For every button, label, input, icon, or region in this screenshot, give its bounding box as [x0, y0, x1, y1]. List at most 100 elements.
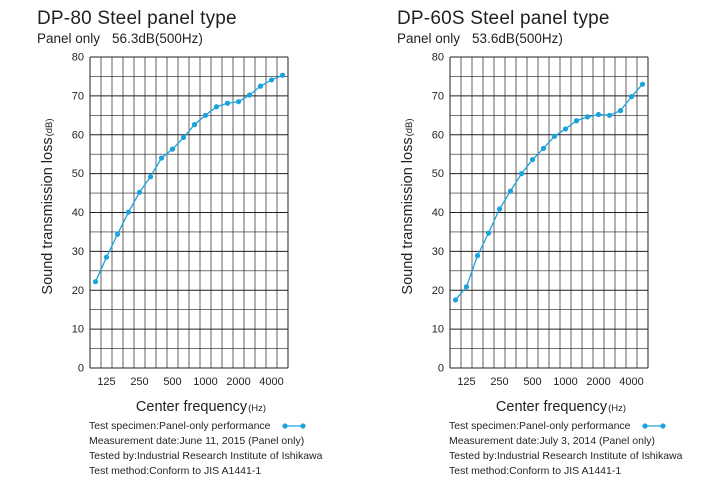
chart-subtitle: Panel only 56.3dB(500Hz): [37, 31, 203, 46]
y-tick-label: 50: [432, 168, 444, 180]
data-point: [486, 231, 491, 236]
data-point: [585, 114, 590, 119]
test-info: Test specimen:Panel-only performance Mea…: [89, 419, 322, 479]
data-point: [519, 171, 524, 176]
x-tick-label: 2000: [226, 376, 250, 388]
chart-subtitle: Panel only 53.6dB(500Hz): [397, 31, 563, 46]
data-point: [269, 77, 274, 82]
y-tick-label: 40: [432, 207, 444, 219]
data-point: [629, 94, 634, 99]
line-chart-dp80: 0 10 20 30 40 50 60 70 80 125 250 500 1000 2000 4000 Ce…: [0, 45, 360, 420]
test-info-tester: Tested by:Industrial Research Institute …: [449, 449, 682, 464]
x-tick-label: 125: [457, 376, 475, 388]
y-axis-label: Sound transmission loss(dB): [400, 118, 416, 294]
data-point: [607, 113, 612, 118]
data-point: [508, 189, 513, 194]
subtitle-label: Panel only: [397, 31, 460, 46]
test-info-method: Test method:Conform to JIS A1441-1: [89, 464, 322, 479]
data-point: [104, 255, 109, 260]
y-tick-label: 20: [72, 285, 84, 297]
data-point: [618, 108, 623, 113]
y-tick-label: 10: [432, 324, 444, 336]
y-tick-label: 70: [72, 90, 84, 102]
test-specimen-text: Test specimen:Panel-only performance: [89, 420, 271, 432]
y-tick-label: 50: [72, 168, 84, 180]
test-info-tester: Tested by:Industrial Research Institute …: [89, 449, 322, 464]
chart-title: DP-60S Steel panel type: [397, 8, 610, 30]
data-point: [115, 232, 120, 237]
y-tick-label: 60: [432, 129, 444, 141]
data-point: [247, 92, 252, 97]
data-point: [93, 279, 98, 284]
data-point: [475, 253, 480, 258]
chart-panel-dp80: DP-80 Steel panel type Panel only 56.3dB(…: [0, 0, 360, 481]
y-tick-label: 30: [72, 246, 84, 258]
data-point: [596, 112, 601, 117]
data-point: [258, 84, 263, 89]
chart-panel-dp60s: DP-60S Steel panel type Panel only 53.6dB…: [360, 0, 720, 481]
data-point: [192, 122, 197, 127]
x-tick-label: 250: [130, 376, 148, 388]
legend-line-marker-icon: [641, 422, 667, 430]
data-point: [464, 284, 469, 289]
test-specimen-text: Test specimen:Panel-only performance: [449, 420, 631, 432]
x-tick-label: 250: [490, 376, 508, 388]
data-point: [170, 147, 175, 152]
x-axis-label: Center frequency(Hz): [136, 399, 266, 415]
x-tick-label: 4000: [619, 376, 643, 388]
x-axis-label: Center frequency(Hz): [496, 399, 626, 415]
line-chart-dp60s: 0 10 20 30 40 50 60 70 80 125 250 500 1000 2000 4000 Ce…: [360, 45, 720, 420]
x-tick-label: 2000: [586, 376, 610, 388]
x-tick-label: 4000: [259, 376, 283, 388]
data-point: [137, 190, 142, 195]
test-info-method: Test method:Conform to JIS A1441-1: [449, 464, 682, 479]
y-tick-label: 10: [72, 324, 84, 336]
y-axis-unit: (dB): [404, 118, 415, 136]
y-tick-label: 60: [72, 129, 84, 141]
data-point: [552, 134, 557, 139]
x-tick-label: 500: [523, 376, 541, 388]
data-point: [280, 73, 285, 78]
data-point: [497, 206, 502, 211]
subtitle-value: 53.6dB(500Hz): [472, 31, 563, 46]
data-point: [148, 174, 153, 179]
y-tick-label: 70: [432, 90, 444, 102]
data-point: [126, 210, 131, 215]
data-point: [640, 82, 645, 87]
x-tick-label: 125: [97, 376, 115, 388]
data-point: [203, 113, 208, 118]
subtitle-label: Panel only: [37, 31, 100, 46]
test-info-specimen: Test specimen:Panel-only performance: [449, 419, 682, 434]
data-point: [236, 99, 241, 104]
subtitle-value: 56.3dB(500Hz): [112, 31, 203, 46]
x-tick-label: 500: [163, 376, 181, 388]
data-point: [181, 135, 186, 140]
y-tick-label: 40: [72, 207, 84, 219]
y-tick-label: 80: [72, 52, 84, 64]
y-tick-label: 20: [432, 285, 444, 297]
x-tick-label: 1000: [553, 376, 577, 388]
y-tick-label: 0: [78, 363, 84, 375]
x-axis-unit: (Hz): [608, 403, 626, 414]
y-axis-unit: (dB): [44, 118, 55, 136]
test-info: Test specimen:Panel-only performance Mea…: [449, 419, 682, 479]
x-axis-unit: (Hz): [248, 403, 266, 414]
chart-title: DP-80 Steel panel type: [37, 8, 237, 30]
test-info-specimen: Test specimen:Panel-only performance: [89, 419, 322, 434]
y-tick-label: 80: [432, 52, 444, 64]
data-point: [574, 118, 579, 123]
test-info-date: Measurement date:June 11, 2015 (Panel on…: [89, 434, 322, 449]
data-point: [214, 104, 219, 109]
test-info-date: Measurement date:July 3, 2014 (Panel onl…: [449, 434, 682, 449]
x-tick-label: 1000: [193, 376, 217, 388]
y-tick-label: 0: [438, 363, 444, 375]
data-point: [159, 155, 164, 160]
data-point: [541, 146, 546, 151]
legend-line-marker-icon: [281, 422, 307, 430]
data-point: [453, 297, 458, 302]
data-point: [563, 126, 568, 131]
data-point: [530, 157, 535, 162]
data-point: [225, 101, 230, 106]
y-axis-label: Sound transmission loss(dB): [40, 118, 56, 294]
y-tick-label: 30: [432, 246, 444, 258]
